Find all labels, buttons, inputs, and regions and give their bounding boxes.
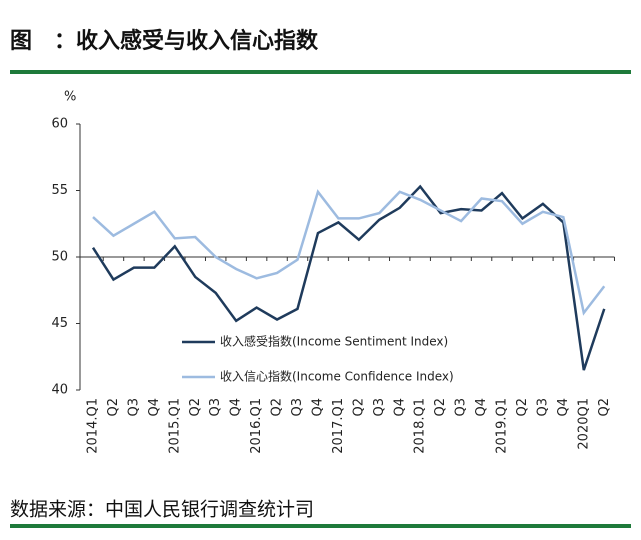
x-tick-label: Q4 bbox=[474, 398, 489, 417]
x-tick-label: 2015.Q1 bbox=[167, 398, 182, 454]
legend-label: 收入信心指数(Income Confidence Index) bbox=[220, 369, 454, 384]
x-tick-label: Q4 bbox=[310, 398, 325, 417]
x-tick-label: Q3 bbox=[372, 398, 387, 417]
x-tick-label: Q3 bbox=[454, 398, 469, 417]
x-tick-label: Q2 bbox=[433, 398, 448, 417]
x-tick-label: Q4 bbox=[392, 398, 407, 417]
x-tick-label: Q2 bbox=[270, 398, 285, 417]
title-rule bbox=[10, 70, 631, 74]
x-tick-label: Q4 bbox=[147, 398, 162, 417]
x-tick-label: Q2 bbox=[597, 398, 612, 417]
source-rule bbox=[10, 524, 631, 528]
x-tick-label: 2019.Q1 bbox=[495, 398, 510, 454]
x-tick-label: Q4 bbox=[556, 398, 571, 417]
y-tick-label: 50 bbox=[51, 250, 68, 265]
y-tick-label: 40 bbox=[51, 383, 68, 398]
chart-title: 图 ：收入感受与收入信心指数 bbox=[10, 28, 319, 54]
x-tick-label: Q3 bbox=[126, 398, 141, 417]
x-tick-label: 2016.Q1 bbox=[249, 398, 264, 454]
x-tick-label: 2020Q1 bbox=[576, 398, 591, 450]
x-tick-label: Q2 bbox=[351, 398, 366, 417]
y-axis-label: % bbox=[64, 90, 76, 105]
y-tick-label: 45 bbox=[51, 316, 68, 331]
x-tick-label: Q4 bbox=[229, 398, 244, 417]
x-tick-label: Q3 bbox=[290, 398, 305, 417]
legend-label: 收入感受指数(Income Sentiment Index) bbox=[220, 334, 448, 349]
series-line bbox=[91, 184, 606, 371]
x-tick-label: 2017.Q1 bbox=[331, 398, 346, 454]
y-tick-label: 60 bbox=[51, 117, 68, 132]
x-tick-label: Q3 bbox=[535, 398, 550, 417]
x-tick-label: Q2 bbox=[106, 398, 121, 417]
x-tick-label: 2014.Q1 bbox=[86, 398, 101, 454]
source: 数据来源：中国人民银行调查统计司 bbox=[10, 499, 314, 521]
x-tick-label: Q3 bbox=[208, 398, 223, 417]
x-tick-label: Q2 bbox=[188, 398, 203, 417]
x-tick-label: Q2 bbox=[515, 398, 530, 417]
x-tick-label: 2018.Q1 bbox=[413, 398, 428, 454]
y-tick-label: 55 bbox=[51, 183, 68, 198]
series-line bbox=[92, 189, 606, 316]
